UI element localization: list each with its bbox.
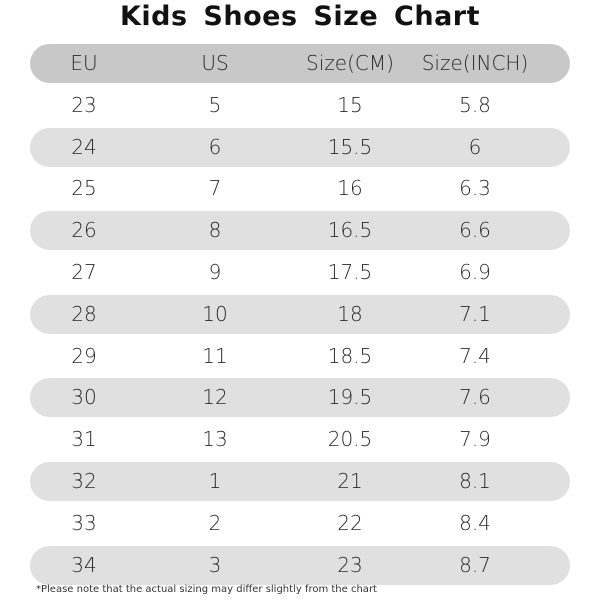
table-cell-us: 3 [208,552,222,577]
table-cell-size-inch: 7.4 [459,343,491,368]
table-cell-size-cm: 17.5 [327,259,373,284]
table-cell-size-cm: 23 [337,552,363,577]
table-cell-size-inch: 6.6 [459,218,491,243]
table-cell-us: 5 [208,92,222,117]
table-cell-us: 6 [208,134,222,159]
table-cell-size-cm: 19.5 [327,385,373,410]
table-row: 26 8 16.5 6.6 [30,211,570,251]
table-cell-size-cm: 16 [337,176,363,201]
table-cell-eu: 27 [71,259,97,284]
table-cell-size-inch: 6.9 [459,259,491,284]
table-cell-size-inch: 6.3 [459,176,491,201]
table-row: 30 12 19.5 7.6 [30,378,570,418]
table-cell-eu: 23 [71,92,97,117]
table-cell-us: 8 [208,218,222,243]
table-cell-us: 1 [208,468,222,493]
table-row: 29 11 18.5 7.4 [30,337,570,376]
table-cell-size-cm: 18 [337,301,363,326]
table-cell-size-cm: 20.5 [327,427,373,452]
header-cell-eu: EU [70,51,98,75]
table-row: 32 1 21 8.1 [30,461,570,501]
header-cell-size-inch: Size(INCH) [421,51,529,75]
table-cell-size-cm: 21 [337,468,363,493]
table-cell-size-inch: 8.7 [459,552,491,577]
table-row: 28 10 18 7.1 [30,294,570,334]
table-cell-size-inch: 7.6 [459,385,491,410]
size-table: EU US Size(CM) Size(INCH) 23 5 15 5.8 24 6 15.… [30,44,570,587]
table-row: 24 6 15.5 6 [30,127,570,167]
table-row: 33 2 22 8.4 [30,504,570,543]
table-cell-us: 10 [202,301,228,326]
table-cell-eu: 29 [71,343,97,368]
table-cell-us: 7 [208,176,222,201]
table-cell-us: 11 [202,343,228,368]
table-row: 23 5 15 5.8 [30,86,570,125]
table-cell-eu: 28 [71,301,97,326]
table-cell-size-inch: 8.4 [459,510,491,535]
chart-title: Kids Shoes Size Chart [119,1,481,32]
table-cell-eu: 33 [71,510,97,535]
table-cell-size-cm: 16.5 [327,218,373,243]
table-cell-us: 2 [208,510,222,535]
table-cell-eu: 24 [71,134,97,159]
table-row: 34 3 23 8.7 [30,545,570,585]
sizing-disclaimer-note: *Please note that the actual sizing may … [36,584,377,595]
table-cell-size-cm: 18.5 [327,343,373,368]
table-cell-size-inch: 5.8 [459,92,491,117]
table-cell-eu: 25 [71,176,97,201]
table-cell-size-cm: 15 [337,92,363,117]
table-row: 27 9 17.5 6.9 [30,253,570,292]
table-header-row: EU US Size(CM) Size(INCH) [30,44,570,83]
table-cell-us: 12 [202,385,228,410]
table-cell-size-inch: 7.1 [459,301,491,326]
table-cell-eu: 31 [71,427,97,452]
table-cell-size-inch: 8.1 [459,468,491,493]
table-cell-eu: 26 [71,218,97,243]
table-cell-eu: 32 [71,468,97,493]
table-cell-us: 9 [208,259,222,284]
header-cell-us: US [201,51,229,75]
header-cell-size-cm: Size(CM) [306,51,394,75]
table-cell-size-inch: 6 [468,134,482,159]
table-cell-size-cm: 22 [337,510,363,535]
table-cell-eu: 30 [71,385,97,410]
table-row: 25 7 16 6.3 [30,169,570,208]
table-cell-size-cm: 15.5 [327,134,373,159]
table-cell-us: 13 [202,427,228,452]
table-row: 31 13 20.5 7.9 [30,420,570,459]
table-cell-eu: 34 [71,552,97,577]
table-cell-size-inch: 7.9 [459,427,491,452]
